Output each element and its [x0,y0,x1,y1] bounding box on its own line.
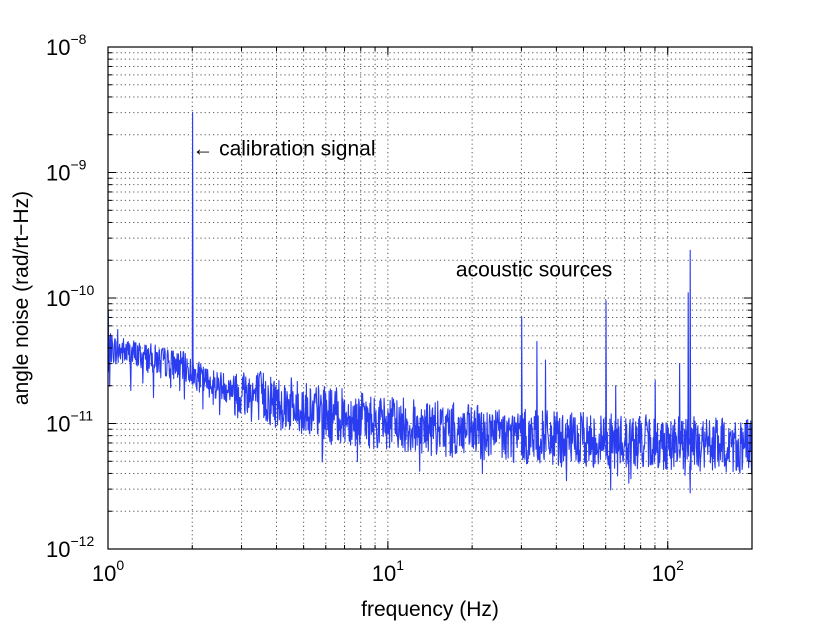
series-group [107,112,753,494]
y-tick-label: 10−8 [46,31,87,60]
x-axis-label: frequency (Hz) [361,598,499,621]
annotation-label: ← calibration signal [192,138,375,161]
x-tick-label: 101 [372,557,404,586]
annotations-group: ← calibration signal acoustic sources [192,138,612,282]
x-tick-label: 100 [92,557,124,586]
ticks-group: 100 101 102 10−8 10−9 10−10 10−11 10−12 [46,31,752,586]
annotation-label: acoustic sources [456,259,612,282]
y-tick-label: 10−10 [46,282,94,311]
plot-background [108,47,752,549]
y-tick-label: 10−11 [46,408,93,437]
x-tick-label: 102 [652,557,684,586]
y-tick-label: 10−12 [46,533,94,562]
y-tick-label: 10−9 [46,157,87,186]
y-axis-label: angle noise (rad/rt−Hz) [10,191,33,405]
noise-spectrum-line [107,112,753,494]
